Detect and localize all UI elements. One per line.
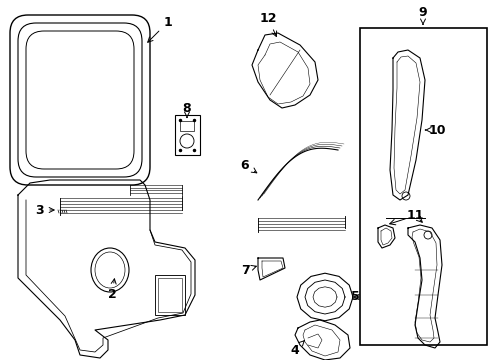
Bar	[158, 278, 182, 312]
Text: 12: 12	[259, 12, 276, 36]
Text: 11: 11	[406, 208, 423, 221]
Text: 5: 5	[350, 291, 359, 303]
Bar	[180, 121, 194, 131]
Text: 7: 7	[240, 264, 256, 276]
Text: 3: 3	[36, 203, 54, 216]
Bar	[175, 115, 200, 155]
Text: 2: 2	[107, 279, 116, 302]
Text: 4: 4	[290, 341, 304, 356]
Text: 6: 6	[240, 158, 256, 173]
Text: 1: 1	[147, 15, 172, 42]
Bar	[359, 28, 486, 345]
Text: 9: 9	[418, 5, 427, 24]
Text: 10: 10	[425, 123, 445, 136]
Text: 8: 8	[183, 102, 191, 117]
Bar	[155, 275, 184, 315]
